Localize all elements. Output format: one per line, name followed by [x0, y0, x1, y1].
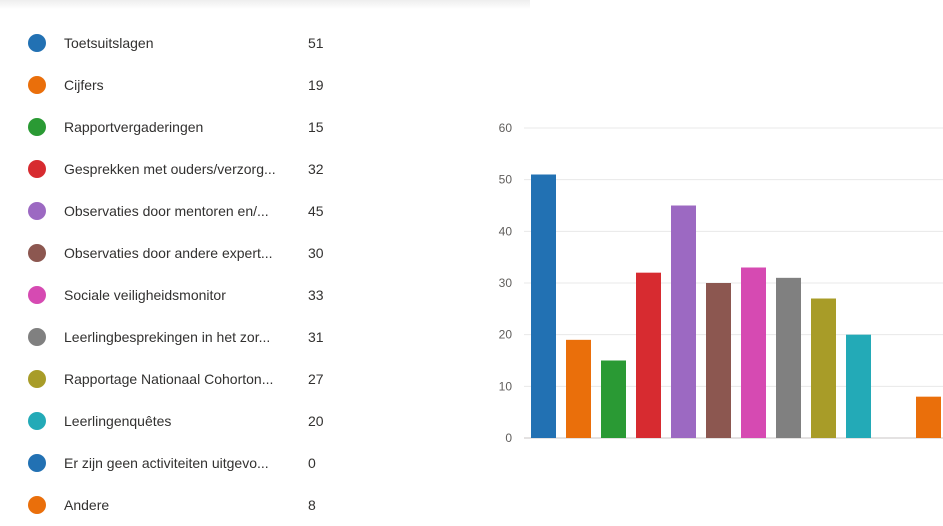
legend-item: Rapportage Nationaal Cohorton... 27 [28, 358, 348, 400]
bar[interactable] [741, 267, 766, 439]
legend-count: 20 [308, 413, 324, 429]
bar[interactable] [916, 396, 941, 438]
legend-item: Er zijn geen activiteiten uitgevo... 0 [28, 442, 348, 484]
legend-count: 8 [308, 497, 316, 513]
legend-swatch [28, 370, 46, 388]
chart-legend: Toetsuitslagen 51 Cijfers 19 Rapportvergader… [28, 22, 348, 526]
legend-label: Andere [64, 497, 110, 513]
legend-label: Sociale veiligheidsmonitor [64, 287, 226, 303]
top-divider [0, 0, 530, 9]
y-tick-label: 60 [499, 121, 513, 135]
bar[interactable] [531, 174, 556, 439]
legend-item: Observaties door mentoren en/... 45 [28, 190, 348, 232]
legend-label: Gesprekken met ouders/verzorg... [64, 161, 276, 177]
legend-label: Observaties door andere expert... [64, 245, 273, 261]
y-tick-label: 0 [505, 431, 512, 445]
legend-count: 19 [308, 77, 324, 93]
y-tick-label: 40 [499, 224, 513, 238]
legend-count: 31 [308, 329, 324, 345]
bar[interactable] [776, 277, 801, 438]
legend-count: 32 [308, 161, 324, 177]
legend-swatch [28, 496, 46, 514]
bar[interactable] [671, 205, 696, 439]
legend-item: Cijfers 19 [28, 64, 348, 106]
legend-swatch [28, 202, 46, 220]
legend-item: Observaties door andere expert... 30 [28, 232, 348, 274]
legend-label: Toetsuitslagen [64, 35, 154, 51]
legend-swatch [28, 286, 46, 304]
y-tick-label: 20 [499, 328, 513, 342]
bar[interactable] [706, 283, 731, 438]
legend-swatch [28, 76, 46, 94]
legend-count: 15 [308, 119, 324, 135]
legend-label: Rapportvergaderingen [64, 119, 204, 135]
legend-item: Andere 8 [28, 484, 348, 526]
legend-swatch [28, 118, 46, 136]
legend-label: Leerlingenquêtes [64, 413, 172, 429]
legend-item: Gesprekken met ouders/verzorg... 32 [28, 148, 348, 190]
y-tick-label: 30 [499, 276, 513, 290]
legend-item: Leerlingenquêtes 20 [28, 400, 348, 442]
legend-label: Observaties door mentoren en/... [64, 203, 269, 219]
bar-chart: 0 10 20 30 40 50 60 [499, 121, 943, 445]
y-tick-label: 50 [499, 173, 513, 187]
legend-item: Sociale veiligheidsmonitor 33 [28, 274, 348, 316]
y-tick-label: 10 [499, 379, 513, 393]
legend-count: 0 [308, 455, 316, 471]
legend-item: Leerlingbesprekingen in het zor... 31 [28, 316, 348, 358]
legend-count: 27 [308, 371, 324, 387]
legend-item: Toetsuitslagen 51 [28, 22, 348, 64]
legend-label: Cijfers [64, 77, 104, 93]
legend-label: Leerlingbesprekingen in het zor... [64, 329, 271, 345]
legend-swatch [28, 328, 46, 346]
legend-swatch [28, 244, 46, 262]
legend-count: 51 [308, 35, 324, 51]
legend-count: 33 [308, 287, 324, 303]
bar[interactable] [566, 339, 591, 438]
bar[interactable] [811, 298, 836, 439]
legend-swatch [28, 160, 46, 178]
bar[interactable] [846, 334, 871, 438]
legend-swatch [28, 34, 46, 52]
legend-label: Er zijn geen activiteiten uitgevo... [64, 455, 269, 471]
bar[interactable] [601, 360, 626, 439]
legend-count: 30 [308, 245, 324, 261]
legend-item: Rapportvergaderingen 15 [28, 106, 348, 148]
legend-swatch [28, 412, 46, 430]
legend-count: 45 [308, 203, 324, 219]
bar[interactable] [636, 272, 661, 438]
legend-label: Rapportage Nationaal Cohorton... [64, 371, 274, 387]
legend-swatch [28, 454, 46, 472]
